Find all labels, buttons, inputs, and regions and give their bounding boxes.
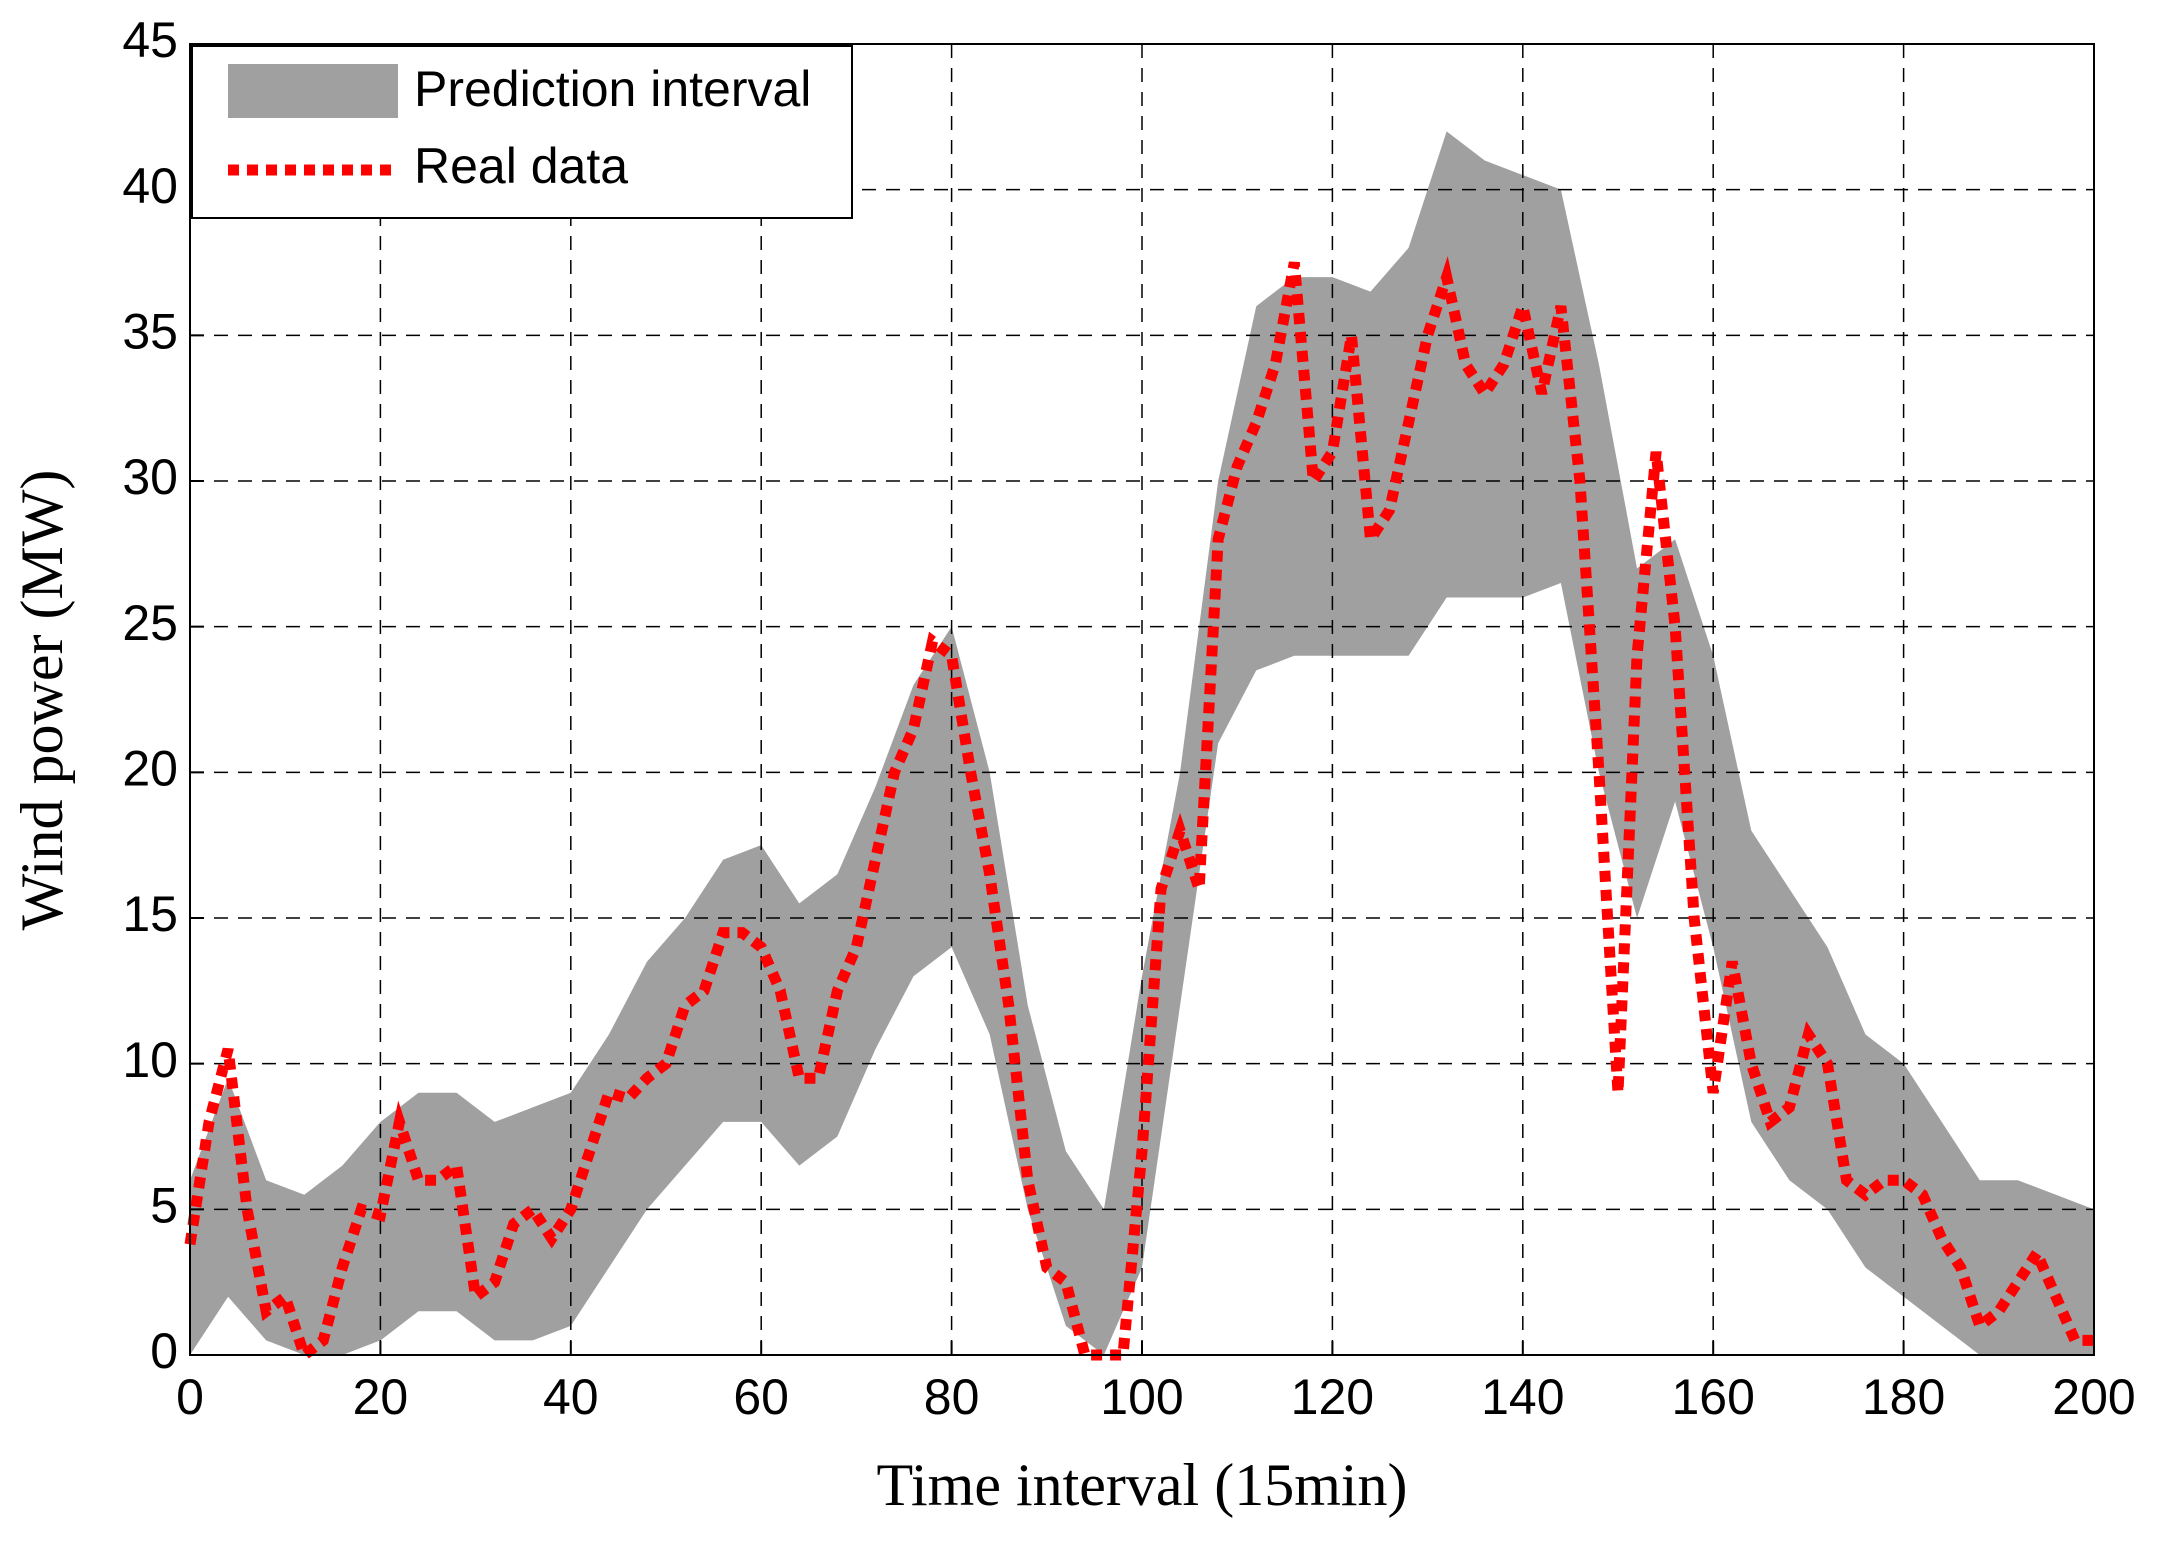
x-tick-label: 120 bbox=[1291, 1369, 1374, 1425]
x-tick-label: 200 bbox=[2052, 1369, 2135, 1425]
x-tick-label: 40 bbox=[543, 1369, 599, 1425]
y-tick-label: 20 bbox=[122, 741, 178, 797]
x-tick-label: 160 bbox=[1671, 1369, 1754, 1425]
y-tick-label: 25 bbox=[122, 595, 178, 651]
data-line bbox=[184, 256, 2094, 1365]
x-tick-label: 180 bbox=[1862, 1369, 1945, 1425]
x-axis-label: Time interval (15min) bbox=[876, 1452, 1407, 1518]
x-tick-label: 100 bbox=[1100, 1369, 1183, 1425]
x-tick-label: 20 bbox=[353, 1369, 409, 1425]
y-tick-label: 5 bbox=[150, 1178, 178, 1234]
x-tick-label: 140 bbox=[1481, 1369, 1564, 1425]
legend-swatch bbox=[228, 64, 398, 118]
x-tick-label: 80 bbox=[924, 1369, 980, 1425]
plot-frame bbox=[189, 43, 2095, 1356]
y-tick-label: 0 bbox=[150, 1323, 178, 1379]
y-tick-label: 45 bbox=[122, 12, 178, 68]
y-tick-label: 10 bbox=[122, 1032, 178, 1088]
y-tick-label: 15 bbox=[122, 886, 178, 942]
y-axis-label: Wind power (MW) bbox=[9, 470, 75, 931]
y-tick-label: 35 bbox=[122, 304, 178, 360]
legend-label: Real data bbox=[414, 138, 628, 194]
x-tick-label: 60 bbox=[733, 1369, 789, 1425]
legend-label: Prediction interval bbox=[414, 61, 811, 117]
legend-box bbox=[191, 45, 853, 219]
x-tick-label: 0 bbox=[176, 1369, 204, 1425]
y-tick-label: 40 bbox=[122, 158, 178, 214]
y-tick-label: 30 bbox=[122, 449, 178, 505]
